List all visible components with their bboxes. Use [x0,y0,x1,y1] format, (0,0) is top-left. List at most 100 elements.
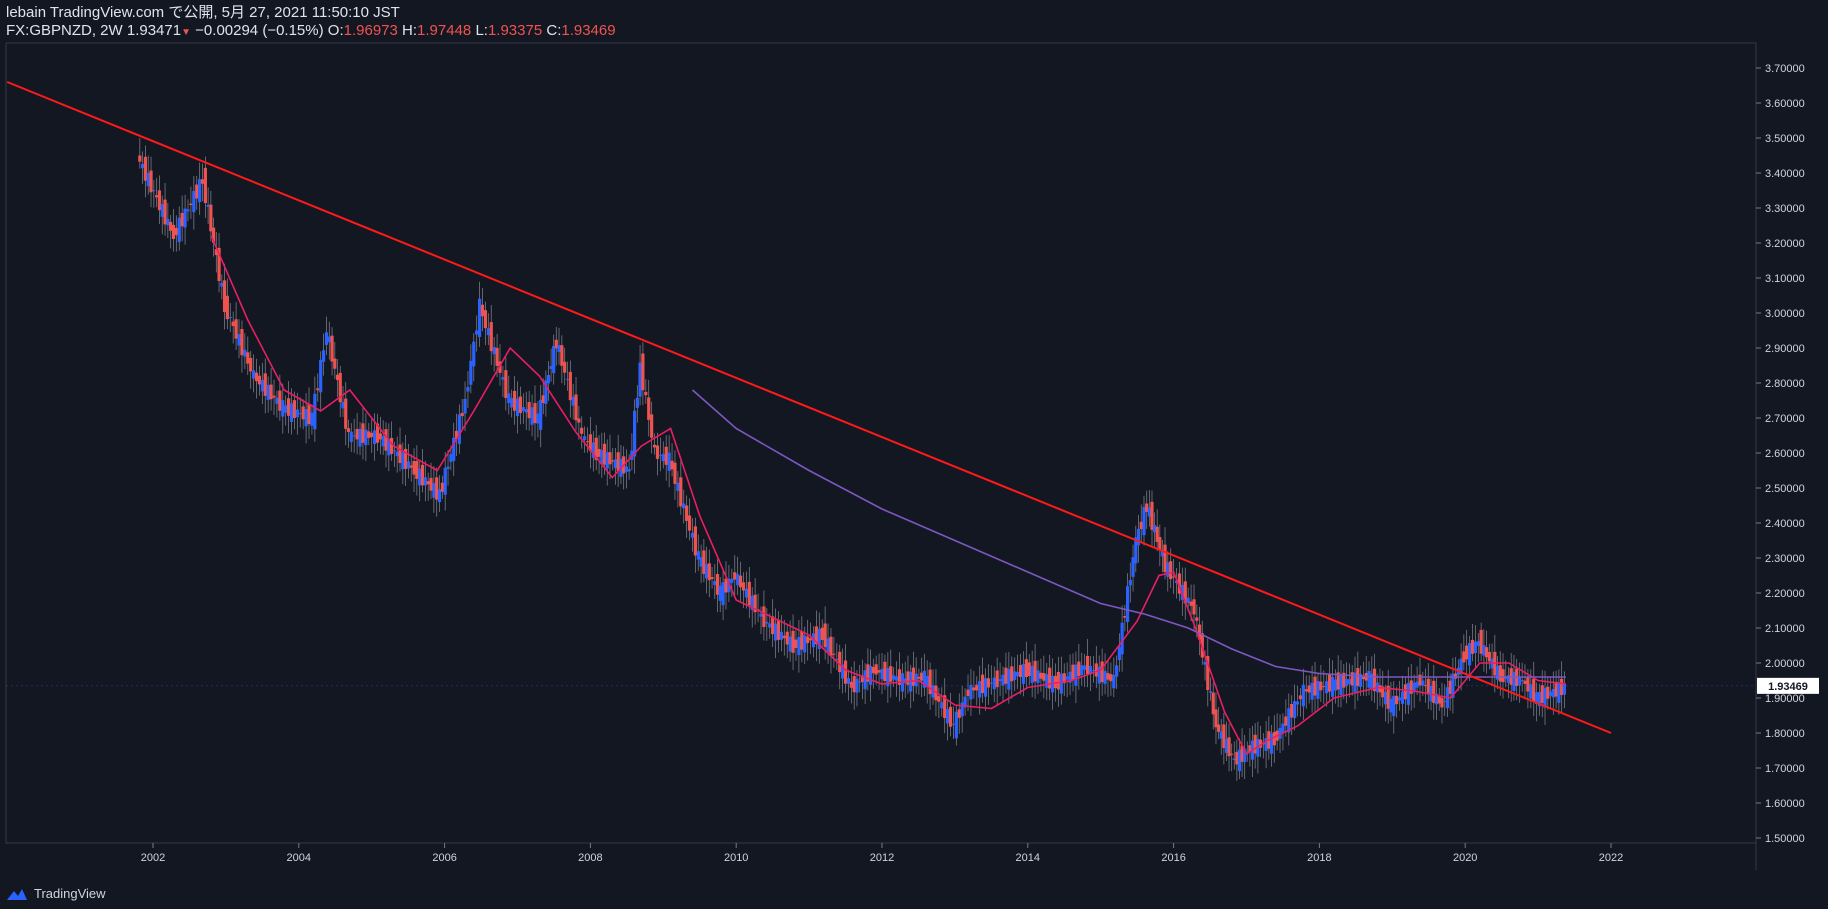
candle-body [886,668,890,687]
candle-body [768,623,772,628]
candle-body [1214,709,1218,728]
candle-body [1021,664,1026,684]
candle-body [157,190,162,211]
candle-body [1537,692,1542,707]
candle-body [237,334,241,346]
candle-body [1036,670,1040,683]
candle-body [577,418,581,423]
candle-body [286,398,291,416]
x-tick-label: 2020 [1453,852,1477,864]
candle-body [1415,681,1419,688]
candle-body [794,639,798,649]
candle-body [1068,671,1072,683]
candle-body [1389,698,1393,713]
candle-body [597,448,601,457]
candle-body [452,437,456,461]
tradingview-brand[interactable]: TradingView [6,886,106,901]
candle-body [925,675,929,687]
candle-body [316,388,320,391]
candle-body [432,483,436,498]
y-tick-label: 1.80000 [1765,728,1805,740]
y-tick-label: 1.50000 [1765,833,1805,845]
candle-body [510,398,514,408]
candle-body [1048,667,1052,689]
candle-body [146,172,150,187]
price-candles [138,138,1567,781]
candle-body [310,412,314,426]
candle-body [1400,691,1405,704]
candle-body [1091,670,1096,672]
time-axis[interactable]: 2002 2004 2006 2008 2010 2012 2014 2016 2018 2020… [141,843,1623,864]
candle-body [1333,679,1337,691]
candle-body [1535,692,1539,705]
close-value: 1.93469 [561,22,616,39]
price-change: −0.00294 (−0.15%) [195,22,324,39]
candle-body [1027,662,1031,676]
candle-body [539,399,543,430]
candle-body [1150,501,1154,530]
candle-body [1195,617,1199,621]
price-axis[interactable]: 3.70000 3.60000 3.50000 3.40000 3.30000 3.200… [1756,63,1805,845]
candle-body [1551,688,1555,698]
candle-body [260,379,264,392]
candle-body [892,675,896,680]
y-tick-label: 3.10000 [1765,273,1805,285]
candle-body [1106,673,1110,680]
candle-body [869,666,873,685]
candle-body [1344,678,1349,686]
candle-body [160,204,164,217]
candle-body [1347,679,1352,684]
candle-body [1512,671,1516,691]
y-tick-label: 2.70000 [1765,413,1805,425]
y-tick-label: 2.60000 [1765,448,1805,460]
candle-body [426,481,430,485]
candle-body [582,436,587,441]
candle-body [650,414,654,438]
candle-body [492,347,496,355]
candle-body [1287,708,1291,733]
y-tick-label: 1.70000 [1765,763,1805,775]
candle-body [1100,661,1104,683]
y-tick-label: 3.50000 [1765,133,1805,145]
trendline-line [6,81,1612,734]
candle-body [1284,716,1288,726]
candle-body [733,572,737,580]
ma_slow-line [691,389,1566,678]
candle-body [806,636,810,644]
candle-body [1163,544,1167,573]
candle-body [1083,665,1087,670]
candle-body [992,677,996,690]
candle-body [995,670,999,688]
candle-body [611,460,615,462]
candle-body [1074,664,1078,686]
candle-body [1235,751,1239,765]
candle-body [1166,562,1170,577]
candle-body [186,209,190,212]
candle-body [344,398,348,429]
candle-body [608,452,612,465]
candle-body [472,341,476,367]
candle-body [1418,674,1422,686]
candle-body [1361,676,1366,680]
candle-body [727,578,731,593]
candle-body [1313,676,1317,696]
candle-body [544,380,548,404]
candle-body [418,468,422,486]
candle-body [679,477,683,507]
y-tick-label: 3.30000 [1765,203,1805,215]
candle-body [272,395,276,398]
candle-body [1473,641,1478,654]
candle-body [1219,731,1223,739]
candle-body [507,393,511,404]
candle-body [696,551,700,560]
candle-body [858,681,862,683]
y-tick-label: 2.80000 [1765,378,1805,390]
candle-body [443,467,447,495]
y-tick-label: 2.00000 [1765,658,1805,670]
x-tick-label: 2012 [870,852,894,864]
candle-body [1529,684,1533,699]
candle-body [1272,731,1276,746]
candle-body [846,678,851,684]
candle-body [141,163,145,169]
